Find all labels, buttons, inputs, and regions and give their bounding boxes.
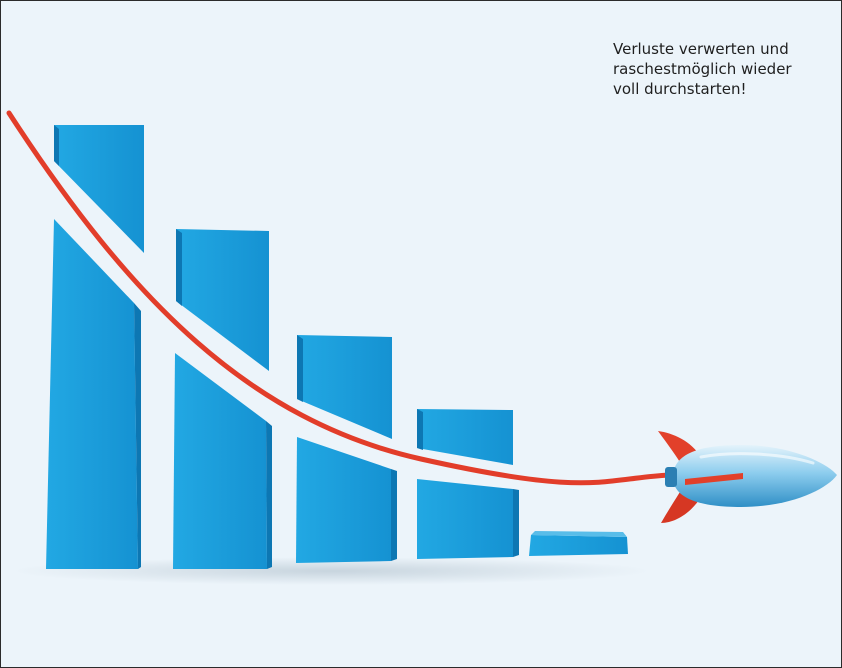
bar-5 — [529, 531, 628, 556]
caption-text: Verluste verwerten und raschestmöglich w… — [613, 39, 828, 99]
bar-2 — [173, 229, 272, 569]
bar-3 — [296, 335, 397, 563]
floor-shadow — [11, 557, 651, 585]
caption-line-2: raschestmöglich wieder — [613, 60, 792, 78]
rocket-icon — [658, 431, 837, 523]
trend-line — [6, 110, 672, 486]
caption-line-1: Verluste verwerten und — [613, 40, 789, 58]
caption-line-3: voll durchstarten! — [613, 80, 747, 98]
bar-4 — [417, 409, 519, 559]
bar-1 — [46, 125, 144, 569]
